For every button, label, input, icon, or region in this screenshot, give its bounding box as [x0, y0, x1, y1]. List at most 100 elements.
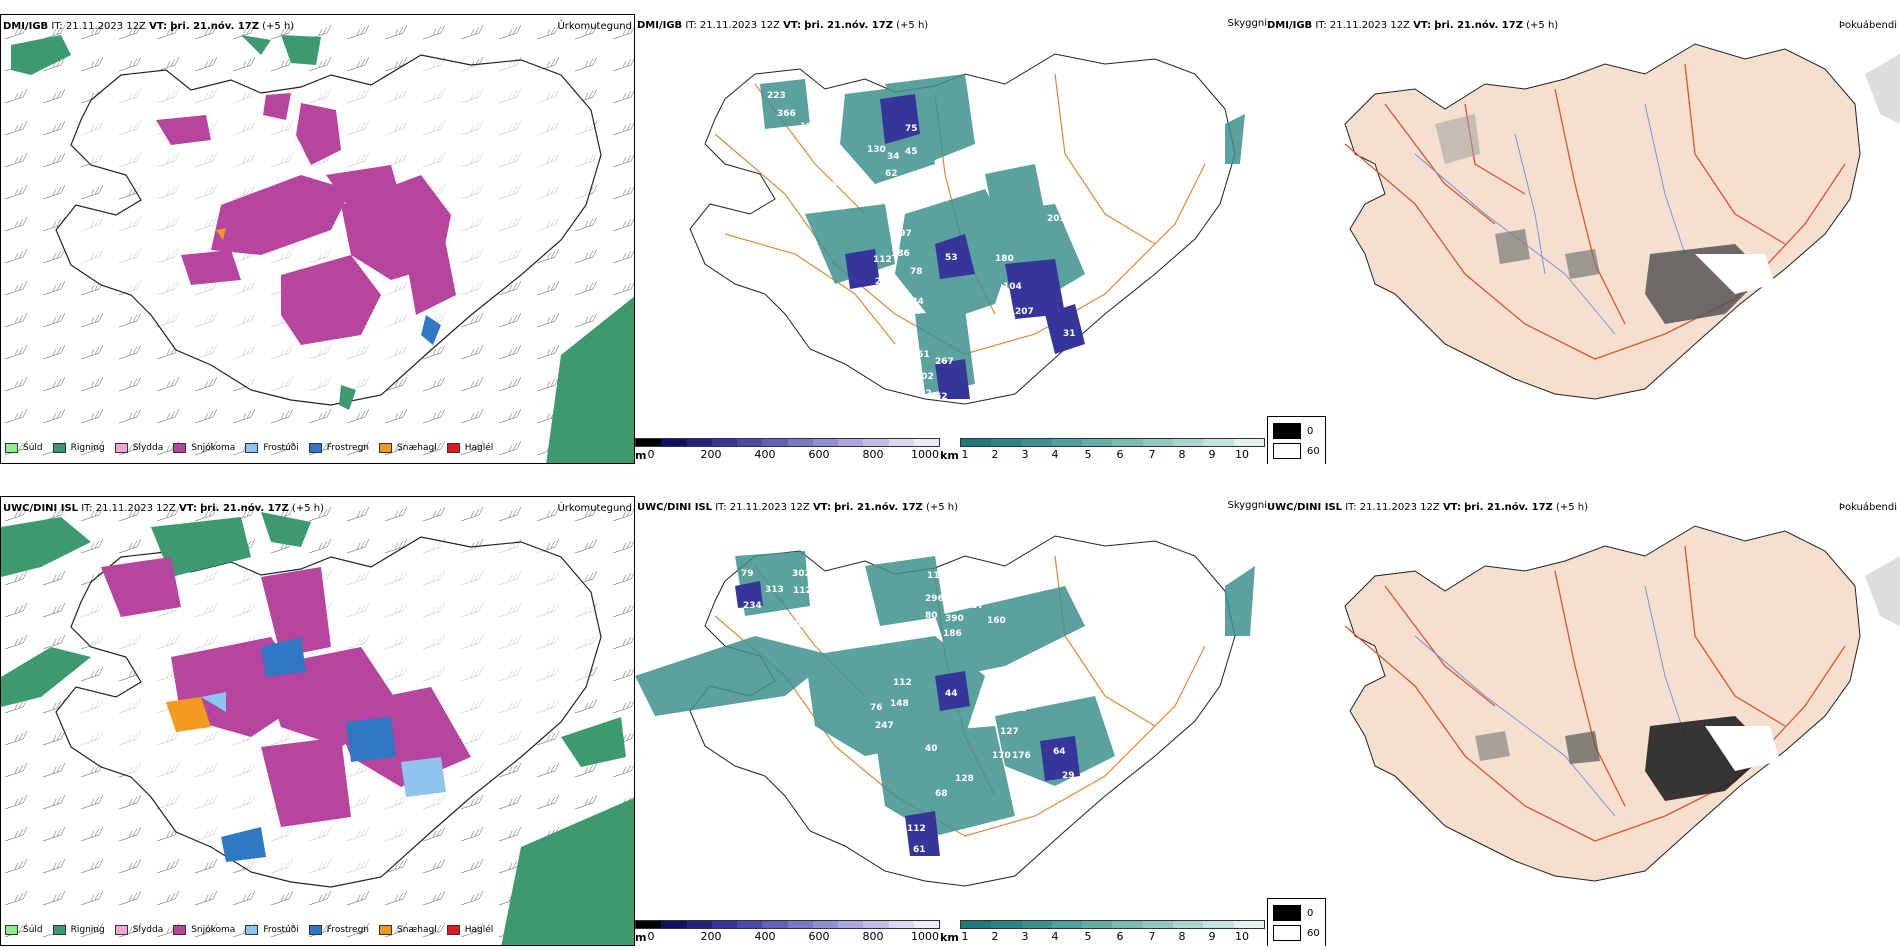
colorbar-cell — [762, 439, 788, 446]
cloud-base-value: 72 — [850, 182, 863, 192]
fog-legend-row: 60 — [1273, 923, 1320, 943]
legend-item: Súld — [5, 443, 43, 453]
cloud-base-value: 102 — [915, 372, 934, 382]
fog-areas — [1475, 716, 1780, 801]
legend-item: Rigning — [52, 925, 105, 935]
legend-swatch — [308, 925, 322, 935]
cloud-base-unit: m — [635, 931, 647, 944]
cloud-base-value: 186 — [891, 249, 910, 259]
model-header-top-fog: DMI/IGB IT: 21.11.2023 12Z VT: þri. 21.n… — [1267, 20, 1559, 31]
cloud-base-value: 45 — [905, 147, 918, 157]
cloud-base-value: 44 — [957, 165, 970, 175]
colorbar-cell — [1233, 921, 1264, 928]
cloud-base-cells — [635, 920, 940, 929]
legend-item: Frostúði — [245, 443, 299, 453]
colorbar-cell — [661, 921, 687, 928]
cloud-base-value: 184 — [997, 312, 1016, 322]
cloud-base-value: 130 — [867, 145, 886, 155]
precip-map-bottom — [1, 497, 634, 945]
legend-item: Slydda — [114, 925, 163, 935]
fog-map-bottom — [1344, 525, 1900, 882]
cloud-base-value: 297 — [893, 229, 912, 239]
fog-legend-row: 60 — [1273, 441, 1320, 461]
cloud-base-value: 53 — [888, 626, 901, 636]
fog-areas — [1435, 114, 1775, 324]
colorbar-cell — [1233, 439, 1264, 446]
cloud-base-value: 313 — [765, 585, 784, 595]
cloud-base-value: 112 — [893, 678, 912, 688]
colorbar-cell — [812, 921, 838, 928]
frz-rain-areas — [421, 315, 441, 345]
tick: 600 — [808, 448, 830, 461]
colorbar-cell — [961, 921, 992, 928]
cloud-base-value: 267 — [935, 357, 954, 367]
rain-areas — [1, 512, 634, 945]
legend-swatch — [379, 443, 393, 453]
cloud-base-value: 75 — [905, 124, 918, 134]
legend-swatch — [5, 443, 18, 453]
tick: 600 — [808, 930, 830, 943]
colorbar-cell — [991, 439, 1022, 446]
colorbar-cell — [1112, 439, 1143, 446]
legend-item: Snæhagl — [379, 925, 437, 935]
cloud-base-values: 302 112 313 234 806 79 110 296 357 80 39… — [741, 569, 1075, 877]
legend-swatch — [5, 925, 18, 935]
legend-swatch — [245, 443, 259, 453]
legend-item: Frostregn — [308, 925, 369, 935]
colorbar-cell — [1173, 921, 1204, 928]
low-cloud-base — [845, 94, 1085, 399]
cloud-base-ticks: 0 200 400 600 800 1000 — [635, 448, 940, 462]
cloud-base-value: 412 — [913, 389, 932, 399]
visibility-unit: km — [940, 931, 959, 944]
fog-swatch — [1273, 905, 1301, 921]
cloud-base-values: 223 366 120 75 45 34 130 62 76 44 72 149… — [767, 91, 1076, 402]
cloud-base-value: 247 — [875, 721, 894, 731]
tick: 9 — [1208, 448, 1216, 461]
visibility-panel-bottom: 302 112 313 234 806 79 110 296 357 80 39… — [635, 496, 1270, 946]
cloud-base-value: 160 — [987, 616, 1006, 626]
river-network — [1414, 585, 1686, 817]
colorbar-cell — [787, 921, 813, 928]
cloud-base-value: 247 — [875, 277, 894, 287]
colorbar-cell — [661, 439, 687, 446]
model-header-top-vis: DMI/IGB IT: 21.11.2023 12Z VT: þri. 21.n… — [637, 20, 929, 31]
cloud-base-value: 34 — [887, 152, 900, 162]
legend-swatch — [245, 925, 259, 935]
colorbar-cell — [961, 439, 992, 446]
cloud-base-value: 234 — [743, 601, 762, 611]
precip-map-top — [1, 15, 634, 463]
colorbar-cell — [863, 921, 889, 928]
colorbar-cell — [1021, 921, 1052, 928]
legend-swatch — [446, 925, 460, 935]
tick: 10 — [1235, 930, 1249, 943]
panel-title-precip-bottom: Úrkomutegund — [557, 503, 632, 514]
visibility-colorbar-top: km 1 2 3 4 5 6 7 8 9 10 — [940, 438, 1265, 464]
cloud-base-value: 112 — [873, 255, 892, 265]
cloud-base-value: 44 — [945, 689, 958, 699]
cloud-base-value: 127 — [1000, 727, 1019, 737]
cloud-base-value: 68 — [935, 789, 948, 799]
cloud-base-value: 186 — [943, 629, 962, 639]
tick: 5 — [1084, 930, 1092, 943]
fog-legend-row: 0 — [1273, 903, 1320, 923]
visibility-map-bottom: 302 112 313 234 806 79 110 296 357 80 39… — [635, 535, 1255, 887]
cloud-base-value: 390 — [945, 614, 964, 624]
ice-pellet-areas — [216, 228, 226, 240]
cloud-base-cells — [635, 438, 940, 447]
cloud-base-unit: m — [635, 449, 647, 462]
tick: 0 — [647, 448, 655, 461]
cloud-base-value: 80 — [925, 611, 938, 621]
tick: 3 — [1021, 930, 1029, 943]
cloud-base-value: 834 — [905, 297, 924, 307]
cloud-base-value: 110 — [927, 571, 946, 581]
iceland-land — [1344, 525, 1861, 882]
legend-item: Snjókoma — [173, 925, 235, 935]
colorbar-cell — [1173, 439, 1204, 446]
cloud-base-value: 112 — [907, 824, 926, 834]
colorbar-cell — [686, 439, 712, 446]
fog-swatch — [1273, 925, 1301, 941]
cloud-base-value: 128 — [955, 774, 974, 784]
cloud-base-value: 51 — [912, 629, 925, 639]
legend-swatch — [446, 443, 460, 453]
cloud-base-value: 40 — [925, 744, 938, 754]
